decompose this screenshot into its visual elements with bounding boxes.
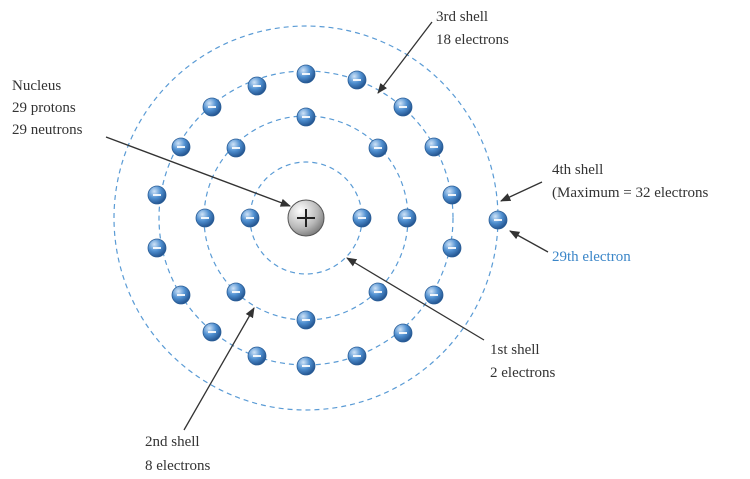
label: (Maximum = 32 electrons: [552, 185, 709, 201]
label: 29 protons: [12, 100, 76, 116]
label: 29 neutrons: [12, 122, 83, 138]
label: 2nd shell: [145, 434, 200, 450]
arrow: [501, 182, 542, 201]
label: 29th electron: [552, 249, 631, 265]
label: 2 electrons: [490, 365, 556, 381]
arrow: [510, 231, 548, 252]
arrows: [106, 22, 548, 430]
label: 4th shell: [552, 162, 603, 178]
label: 3rd shell: [436, 9, 488, 25]
label: Nucleus: [12, 78, 61, 94]
nucleus: [288, 200, 324, 236]
label: 18 electrons: [436, 32, 509, 48]
arrow: [106, 137, 290, 206]
label: 8 electrons: [145, 458, 211, 474]
label: 1st shell: [490, 342, 540, 358]
arrow: [378, 22, 432, 93]
atom-diagram: Nucleus 29 protons 29 neutrons 3rd shell…: [0, 0, 750, 479]
